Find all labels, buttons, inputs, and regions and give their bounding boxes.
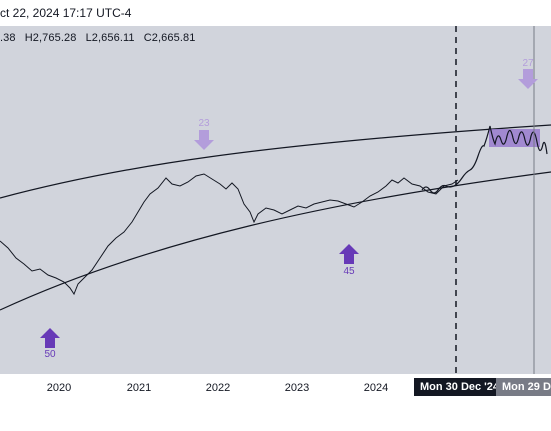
upper-channel-line [0,124,551,199]
cursor-date-label: Mon 29 Dec [496,378,551,396]
arrow-down-icon [194,130,214,150]
time-tick: 2024 [363,382,389,394]
time-tick: 2023 [284,382,310,394]
time-tick: 2022 [205,382,231,394]
arrow-label: 50 [44,349,56,360]
arrow-marker-27[interactable]: 27 [518,58,538,89]
close-value: C2,665.81 [143,32,196,44]
low-value: L2,656.11 [85,32,135,44]
arrow-marker-23[interactable]: 23 [194,118,214,150]
projected-path [421,125,548,194]
lower-channel-line [0,171,551,311]
datetime-readout: ct 22, 2024 17:17 UTC-4 [0,6,132,20]
ohlc-readout: .38 H2,765.28 L2,656.11 C2,665.81 [0,32,201,44]
time-tick: 2020 [46,382,72,394]
arrow-up-icon [339,244,359,264]
arrow-marker-45[interactable]: 45 [339,244,359,277]
chart-header: ct 22, 2024 17:17 UTC-4 [0,0,551,26]
high-value: H2,765.28 [24,32,77,44]
bottom-area [0,400,551,431]
arrow-label: 45 [343,266,355,277]
chart-pane[interactable]: 23 45 50 27 .38 H2,765.28 L2,656.11 C2,6… [0,26,551,374]
arrow-label: 27 [522,58,534,69]
arrow-label: 23 [198,118,210,129]
crosshair-date-label: Mon 30 Dec '24 [414,378,506,396]
arrow-down-icon [518,69,538,89]
arrow-marker-50[interactable]: 50 [40,328,60,360]
price-chart[interactable]: 23 45 50 27 [0,26,551,374]
time-axis[interactable]: 2020 2021 2022 2023 2024 Mon 30 Dec '24 … [0,374,551,400]
price-series [0,173,459,296]
time-tick: 2021 [126,382,152,394]
open-value: .38 [0,32,16,44]
arrow-up-icon [40,328,60,348]
